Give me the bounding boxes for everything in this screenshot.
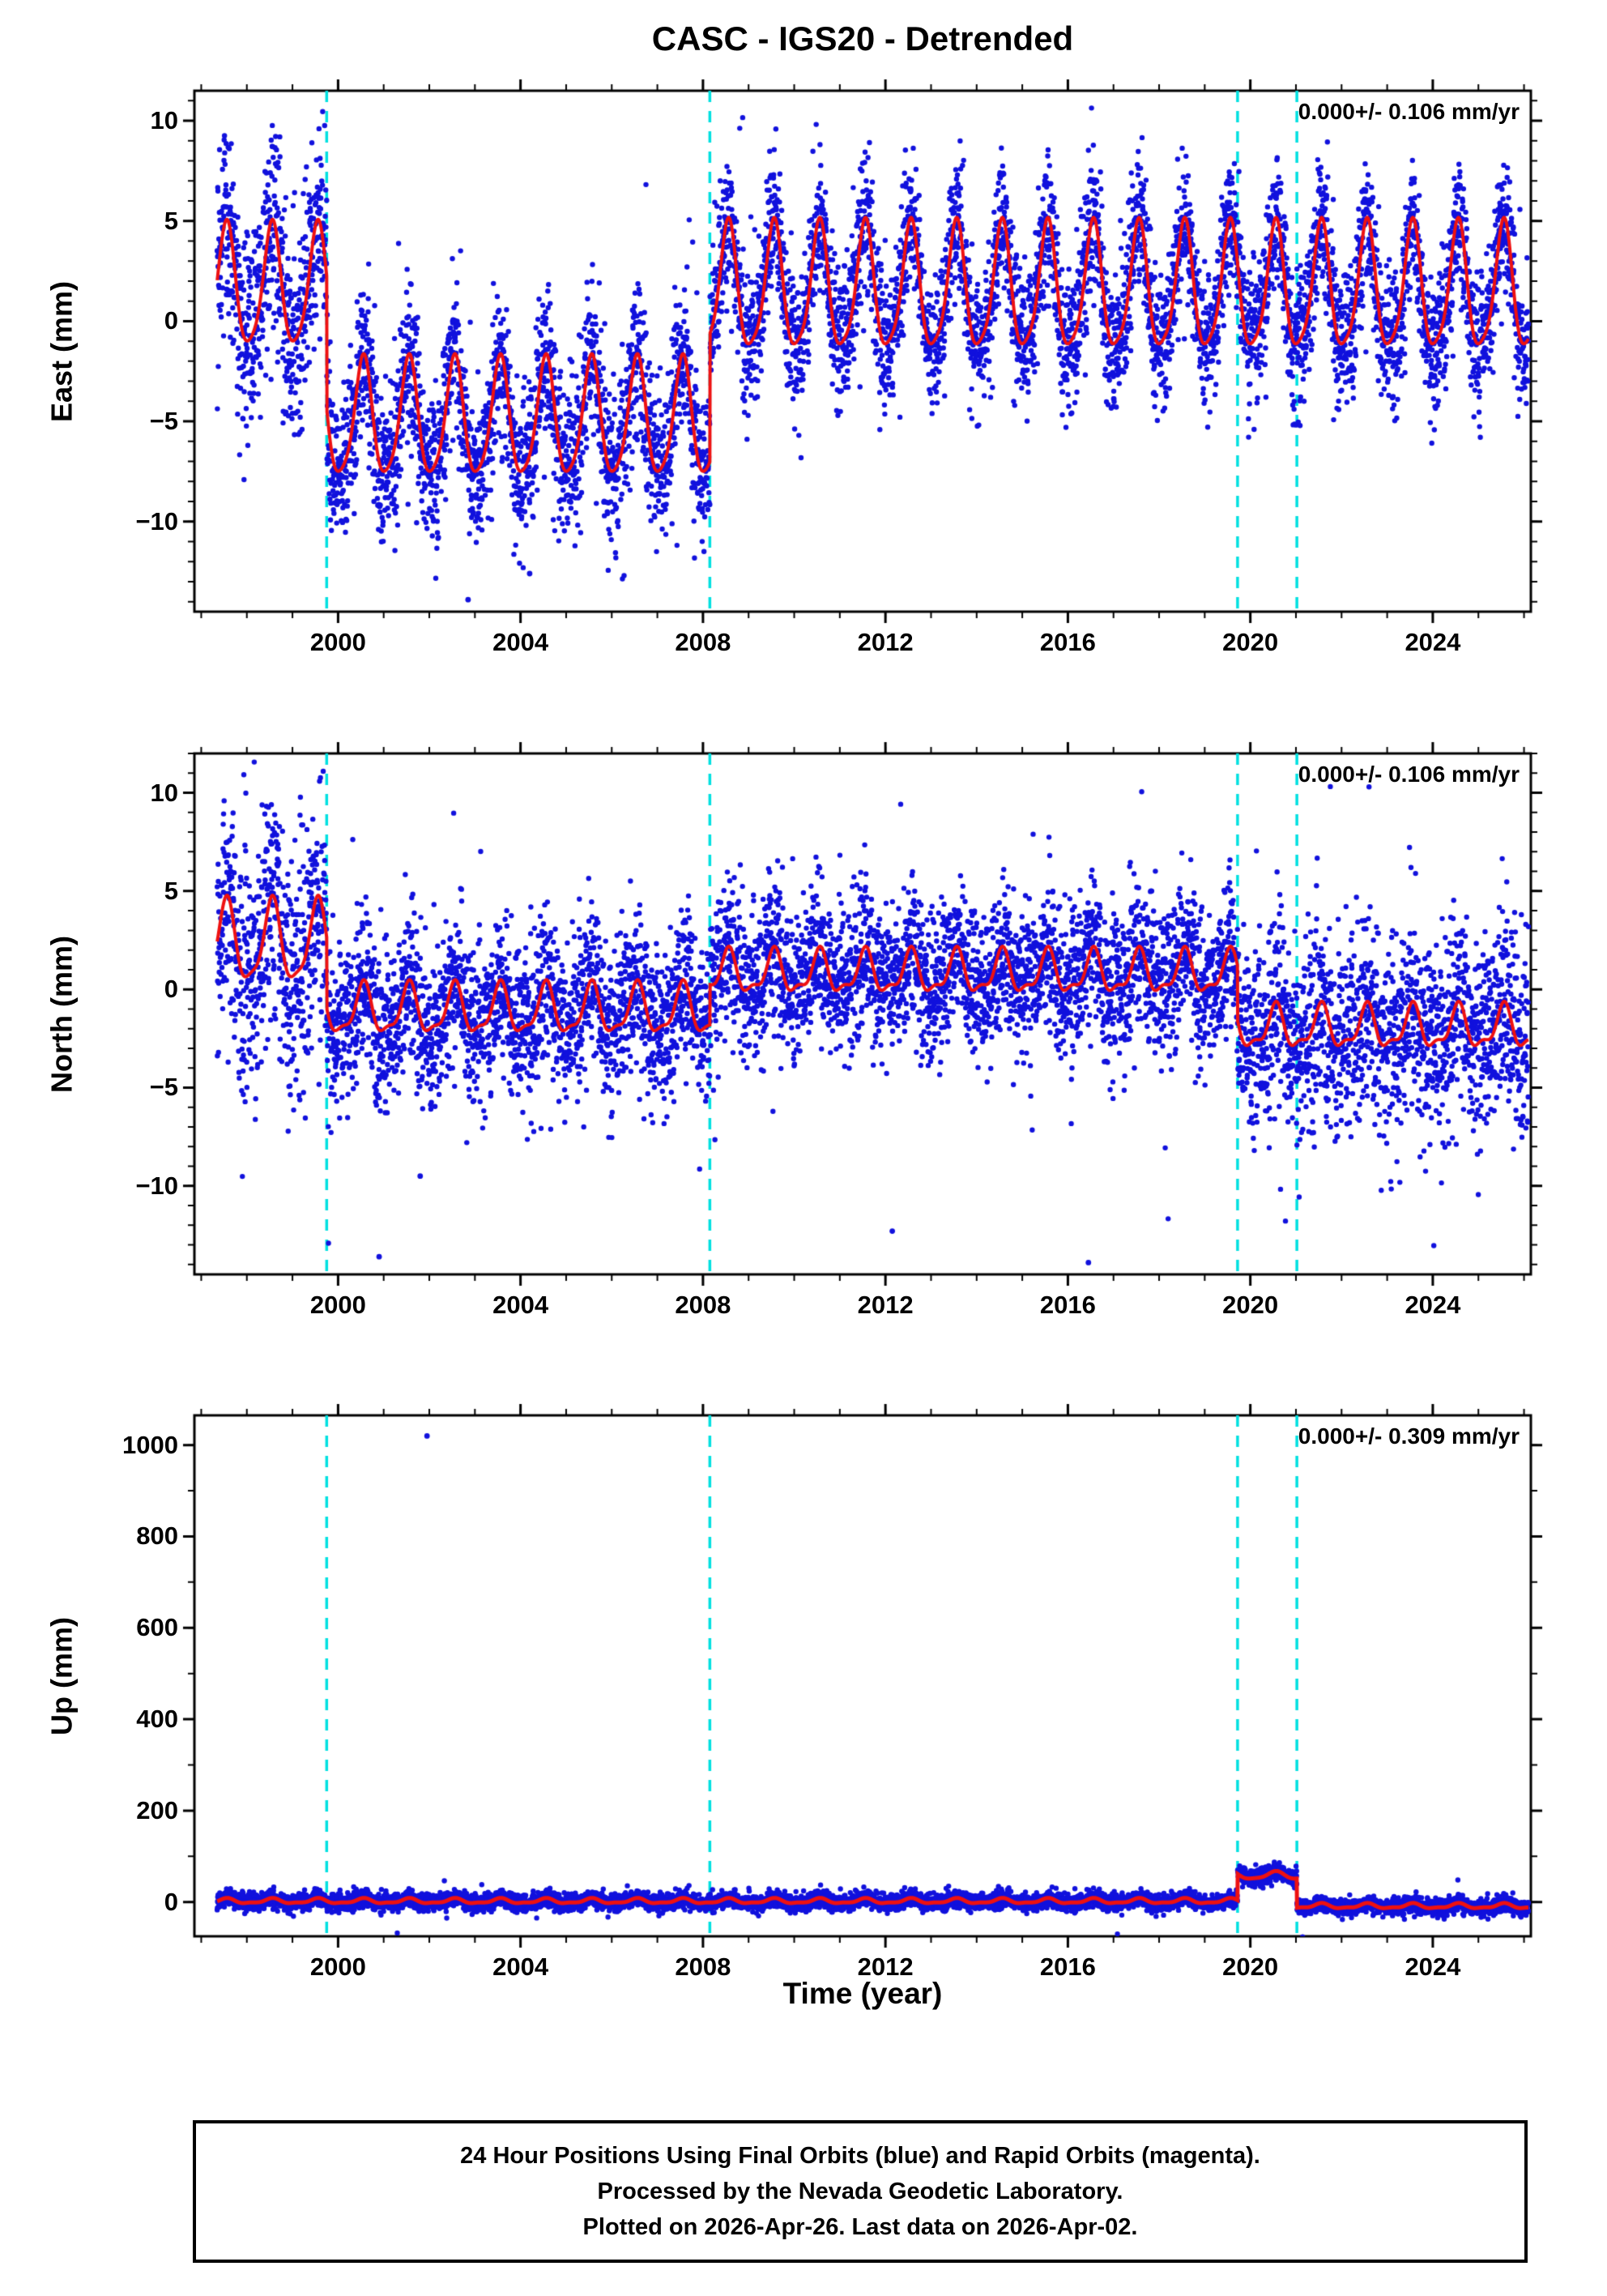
- y-tick-label: 5: [164, 876, 178, 905]
- y-tick-label: 1000: [122, 1430, 178, 1459]
- x-tick-label: 2012: [857, 628, 914, 656]
- x-tick-label: 2012: [857, 1952, 914, 1981]
- rate-annotation-east: 0.000+/- 0.106 mm/yr: [1298, 99, 1520, 124]
- y-tick-label: −5: [149, 1073, 178, 1102]
- y-tick-label: 0: [164, 306, 178, 335]
- rate-annotation-up: 0.000+/- 0.309 mm/yr: [1298, 1423, 1520, 1449]
- y-tick-label: 200: [136, 1795, 178, 1824]
- y-tick-label: −10: [135, 506, 178, 536]
- x-tick-label: 2004: [492, 628, 549, 656]
- x-tick-label: 2020: [1222, 628, 1279, 656]
- x-tick-label: 2000: [309, 1952, 366, 1981]
- x-tick-label: 2000: [309, 1291, 366, 1319]
- y-tick-label: 10: [150, 106, 178, 135]
- y-tick-label: −5: [149, 407, 178, 436]
- footer-box: 24 Hour Positions Using Final Orbits (bl…: [193, 2120, 1528, 2263]
- y-tick-label: 400: [136, 1705, 178, 1734]
- x-tick-label: 2016: [1039, 1952, 1096, 1981]
- x-tick-label: 2012: [857, 1291, 914, 1319]
- y-axis-label-up: Up (mm): [45, 1617, 79, 1735]
- y-tick-label: 5: [164, 206, 178, 235]
- x-tick-label: 2020: [1222, 1291, 1279, 1319]
- x-tick-label: 2024: [1405, 1952, 1461, 1981]
- rate-annotation-north: 0.000+/- 0.106 mm/yr: [1298, 762, 1520, 787]
- x-tick-label: 2008: [675, 628, 731, 656]
- y-tick-label: 0: [164, 1887, 178, 1916]
- x-tick-label: 2024: [1405, 628, 1461, 656]
- x-tick-label: 2000: [309, 628, 366, 656]
- x-tick-label: 2024: [1405, 1291, 1461, 1319]
- page-title: CASC - IGS20 - Detrended: [651, 19, 1074, 58]
- x-tick-label: 2008: [675, 1291, 731, 1319]
- footer-line-processed: Processed by the Nevada Geodetic Laborat…: [597, 2179, 1123, 2204]
- y-tick-label: −10: [135, 1171, 178, 1200]
- y-tick-label: 800: [136, 1521, 178, 1551]
- x-tick-label: 2004: [492, 1952, 549, 1981]
- x-tick-label: 2020: [1222, 1952, 1279, 1981]
- x-tick-label: 2004: [492, 1291, 549, 1319]
- footer-line-orbits: 24 Hour Positions Using Final Orbits (bl…: [460, 2143, 1260, 2169]
- y-tick-label: 0: [164, 975, 178, 1004]
- x-tick-label: 2016: [1039, 628, 1096, 656]
- y-tick-label: 600: [136, 1613, 178, 1642]
- footer-line-plotted: Plotted on 2026-Apr-26. Last data on 202…: [582, 2214, 1138, 2240]
- x-tick-label: 2008: [675, 1952, 731, 1981]
- x-axis-label: Time (year): [782, 1977, 943, 2010]
- y-tick-label: 10: [150, 778, 178, 807]
- x-tick-label: 2016: [1039, 1291, 1096, 1319]
